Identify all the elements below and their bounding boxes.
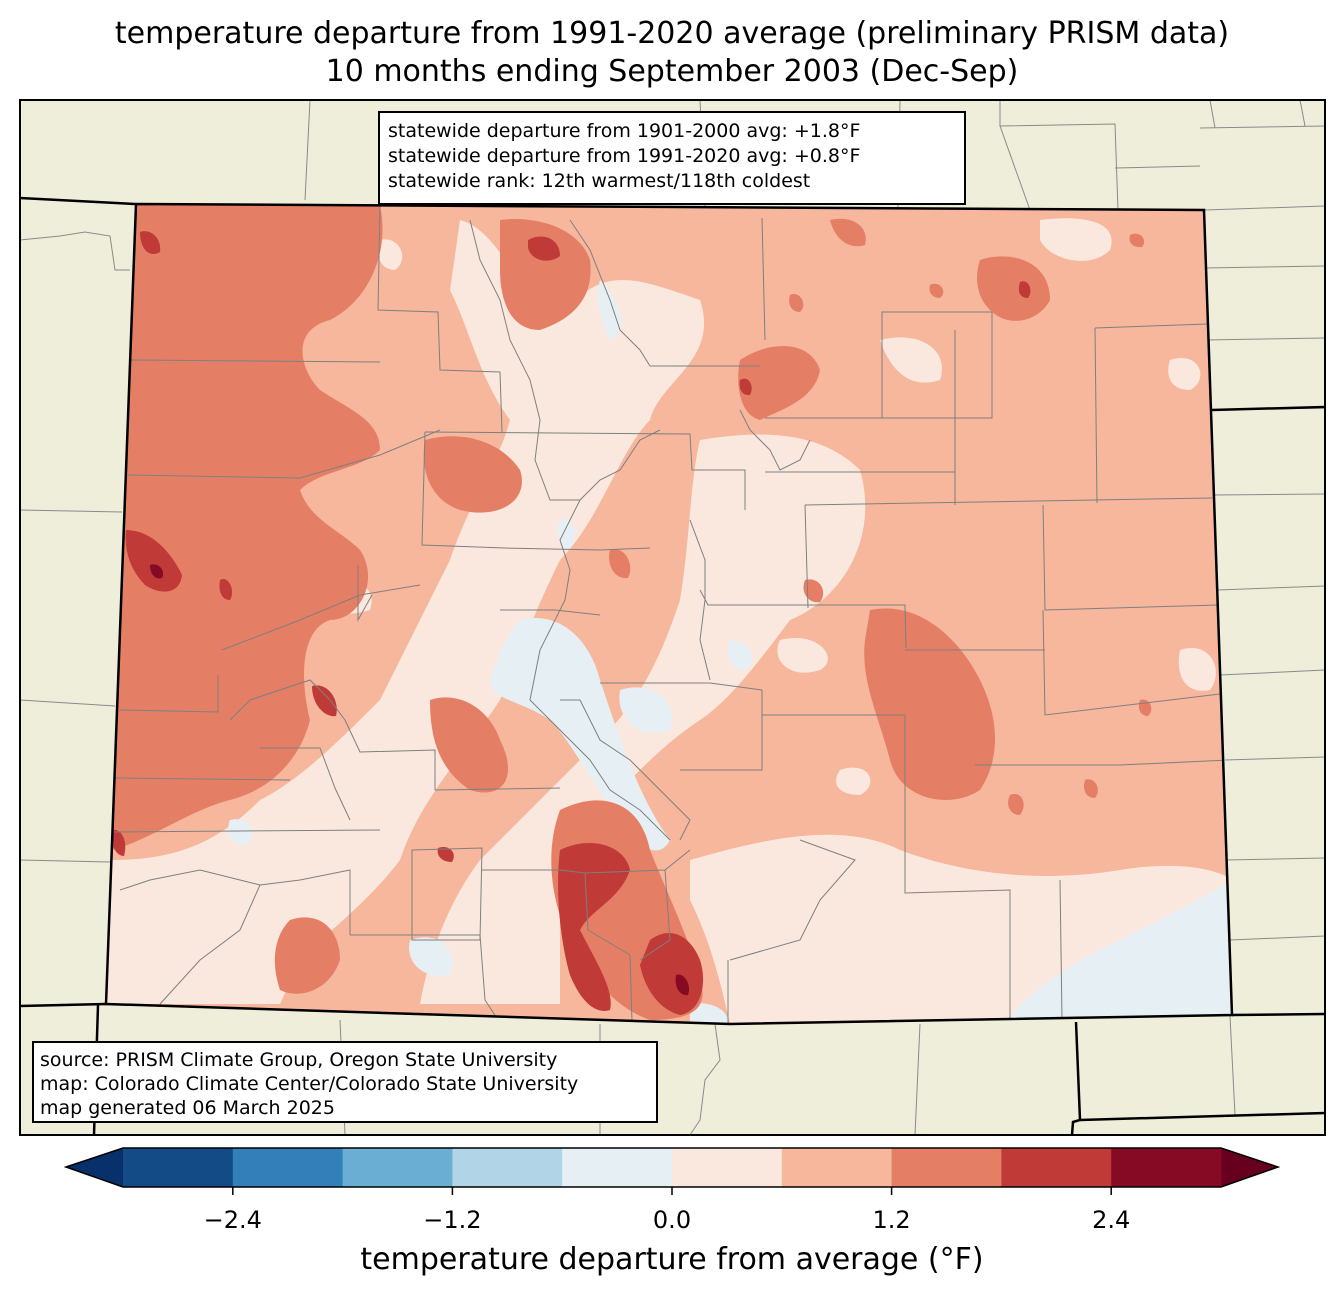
map-title-line-2: 10 months ending September 2003 (Dec-Sep… xyxy=(325,54,1019,89)
source-credit-box: source: PRISM Climate Group, Oregon Stat… xyxy=(32,1041,658,1123)
colorbar-label: temperature departure from average (°F) xyxy=(360,1242,984,1277)
colorbar-outline xyxy=(63,1147,1281,1188)
colorbar-tick-label: 1.2 xyxy=(872,1206,911,1234)
colorbar-segment xyxy=(891,1148,1002,1187)
colorbar-segment xyxy=(781,1148,893,1187)
colorbar-segment xyxy=(232,1148,344,1187)
stat-departure-1901-2000: statewide departure from 1901-2000 avg: … xyxy=(388,120,861,142)
colorbar-extend-low xyxy=(66,1148,123,1187)
colorbar-tickmarks xyxy=(232,1187,1112,1195)
colorbar-segment xyxy=(1001,1148,1112,1187)
temperature-departure-field xyxy=(106,204,1232,1024)
colorbar-segment xyxy=(123,1148,234,1187)
source-line: source: PRISM Climate Group, Oregon Stat… xyxy=(40,1049,558,1071)
colorbar-extend-high xyxy=(1221,1148,1278,1187)
map-frame xyxy=(19,99,1326,1136)
colorbar-segment xyxy=(1111,1148,1222,1187)
stat-departure-1991-2020: statewide departure from 1991-2020 avg: … xyxy=(388,145,861,167)
map-title-line-1: temperature departure from 1991-2020 ave… xyxy=(114,16,1230,51)
band-1.2-1.8 xyxy=(112,204,1152,1020)
colorado-county-lines xyxy=(109,205,1231,1024)
band-2.4-3.0 xyxy=(150,564,690,996)
neighbor-state-borders xyxy=(19,196,1326,1136)
map-credit-line: map: Colorado Climate Center/Colorado St… xyxy=(40,1073,579,1095)
colorbar-tick-label: −2.4 xyxy=(203,1206,262,1234)
colorado-state-border xyxy=(104,202,1234,1026)
generated-date-line: map generated 06 March 2025 xyxy=(40,1097,335,1119)
colorbar-tick-label: 2.4 xyxy=(1092,1206,1131,1234)
colorbar-segments xyxy=(123,1148,1222,1187)
colorbar-segment xyxy=(342,1148,453,1187)
colorbar-segment xyxy=(672,1148,783,1187)
colorbar-segment xyxy=(452,1148,563,1187)
colorbar-segment xyxy=(562,1148,673,1187)
colorbar-tick-label: −1.2 xyxy=(423,1206,482,1234)
stat-rank: statewide rank: 12th warmest/118th colde… xyxy=(388,170,811,192)
colorbar-tick-label: 0.0 xyxy=(652,1206,692,1234)
colorbar xyxy=(63,1147,1281,1195)
statewide-stats-box: statewide departure from 1901-2000 avg: … xyxy=(378,111,966,205)
